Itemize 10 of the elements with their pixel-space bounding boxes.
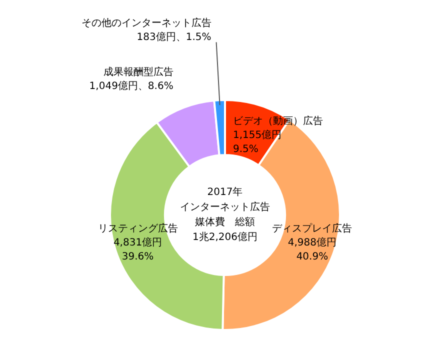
data-label: 183億円、1.5% — [136, 30, 212, 43]
text: インターネット広告 — [180, 201, 270, 214]
slice-label: 成果報酬型広告 — [103, 66, 174, 78]
text: 媒体費 総額 — [195, 216, 255, 228]
data-label: 1,049億円、8.6% — [89, 80, 174, 92]
text: 1兆2,206億円 — [192, 231, 258, 244]
data-label: 4,988億円 40.9% — [288, 236, 337, 262]
data-label: 4,831億円 39.6% — [113, 236, 162, 262]
text: 2017年 — [207, 186, 243, 198]
slice-label: その他のインターネット広告 — [81, 16, 212, 29]
